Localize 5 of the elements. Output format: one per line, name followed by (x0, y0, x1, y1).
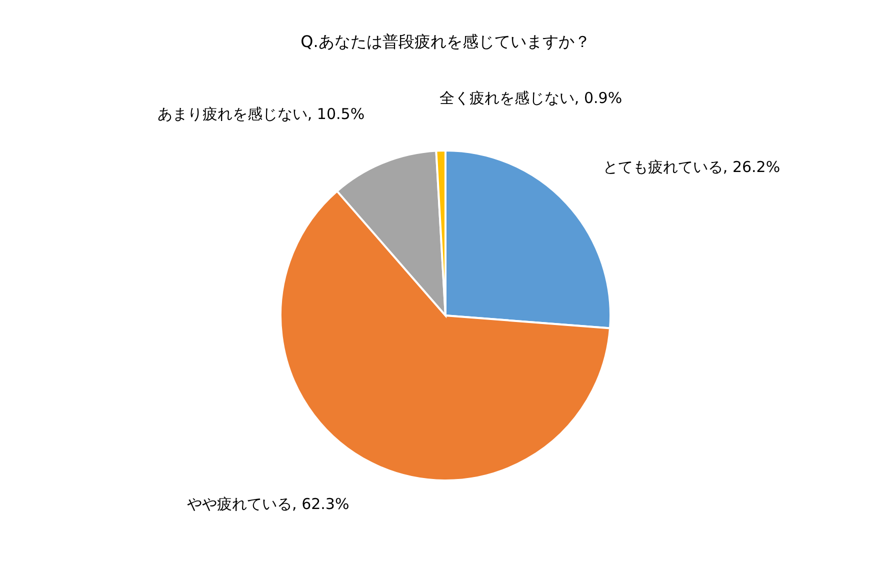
slice-label: とても疲れている, 26.2% (602, 158, 780, 176)
slice-label: あまり疲れを感じない, 10.5% (157, 104, 365, 123)
slice-label: 全く疲れを感じない, 0.9% (439, 89, 622, 108)
slice-label: やや疲れている, 62.3% (187, 495, 350, 514)
chart-title: Q.あなたは普段疲れを感じていますか？ (300, 32, 590, 51)
